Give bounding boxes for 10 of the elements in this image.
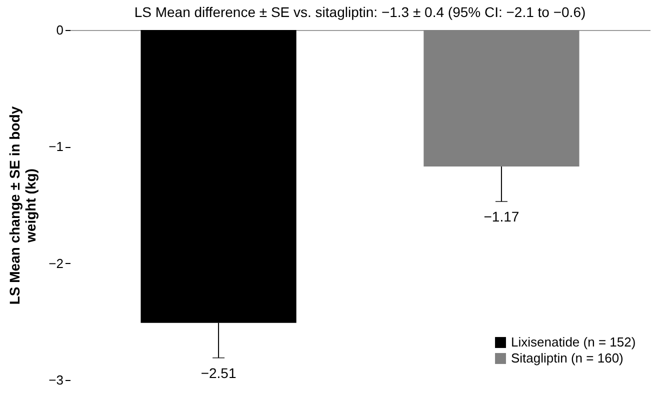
y-axis-title: LS Mean change ± SE in body weight (kg) <box>6 106 39 305</box>
data-label: −1.17 <box>484 208 520 224</box>
y-tick-label: −1 <box>48 139 64 154</box>
legend-label: Lixisenatide (n = 152) <box>511 334 636 350</box>
y-tick-label: 0 <box>56 22 64 38</box>
y-tick-label: −3 <box>48 372 64 388</box>
legend-label: Sitagliptin (n = 160) <box>511 350 624 366</box>
chart-title: LS Mean difference ± SE vs. sitagliptin: −1.3 ± 0.4 (95% CI: −2.1 to −0.6) <box>134 4 586 20</box>
y-tick-label: −2 <box>48 256 64 271</box>
data-label: −2.51 <box>200 364 236 381</box>
